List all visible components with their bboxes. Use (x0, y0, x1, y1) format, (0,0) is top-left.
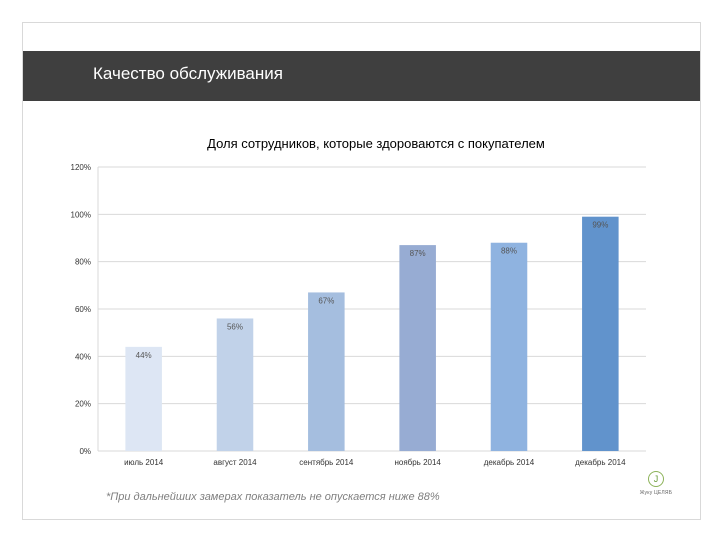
bar (490, 242, 528, 451)
bar (125, 346, 162, 451)
logo: J Жуку ЦЕЛЯБ (631, 471, 681, 511)
y-tick-label: 80% (75, 258, 91, 267)
y-tick-label: 20% (75, 400, 91, 409)
page-title: Качество обслуживания (93, 64, 283, 83)
data-label: 67% (318, 296, 334, 305)
footnote: *При дальнейших замерах показатель не оп… (106, 491, 440, 503)
data-label: 88% (501, 247, 517, 256)
logo-text: Жуку ЦЕЛЯБ (639, 490, 673, 496)
data-label: 99% (592, 221, 608, 230)
bar (399, 245, 436, 451)
x-tick-label: июль 2014 (124, 458, 164, 467)
bar (582, 216, 619, 451)
bar (308, 292, 345, 451)
bar-chart: Доля сотрудников, которые здороваются с … (71, 136, 646, 467)
x-tick-label: август 2014 (213, 458, 257, 467)
x-tick-label: декабрь 2014 (484, 458, 535, 467)
bar (216, 318, 254, 451)
data-label: 56% (227, 322, 243, 331)
x-tick-label: ноябрь 2014 (394, 458, 441, 467)
header-bar: Качество обслуживания (23, 51, 700, 101)
data-label: 87% (410, 249, 426, 258)
data-label: 44% (136, 351, 152, 360)
y-tick-label: 40% (75, 352, 91, 361)
y-tick-label: 60% (75, 305, 91, 314)
logo-icon: J (648, 471, 664, 487)
chart-title: Доля сотрудников, которые здороваются с … (207, 136, 545, 151)
x-tick-label: декабрь 2014 (575, 458, 626, 467)
y-tick-label: 0% (79, 447, 91, 456)
y-tick-label: 120% (71, 163, 91, 172)
x-tick-label: сентябрь 2014 (299, 458, 354, 467)
y-tick-label: 100% (71, 210, 91, 219)
slide: Качество обслуживания Доля сотрудников, … (22, 22, 701, 520)
